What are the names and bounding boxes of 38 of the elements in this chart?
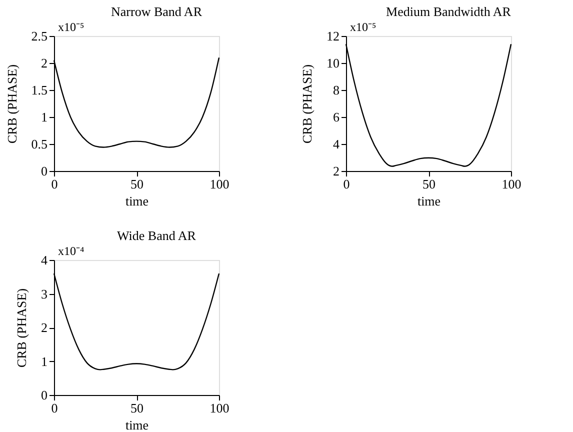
y-tick-label: 2.5 <box>31 28 48 44</box>
x-axis-title: time <box>125 418 149 432</box>
x-tick-label: 0 <box>343 176 350 192</box>
x-tick-label: 0 <box>51 400 58 416</box>
text: x10⁻⁴ <box>58 244 84 258</box>
x-axis-title: time <box>125 194 149 208</box>
x-tick-label: 0 <box>51 176 58 192</box>
y-tick-label: 1 <box>41 110 48 124</box>
y-tick-label: 0 <box>41 388 48 402</box>
text: x10⁻⁵ <box>350 20 376 34</box>
x-tick-label: 100 <box>210 176 230 192</box>
y-tick-label: 8 <box>333 82 340 98</box>
x-tick-label: 50 <box>422 176 436 192</box>
chart-title: Medium Bandwidth AR <box>386 4 512 19</box>
y-tick-label: 2 <box>333 164 340 178</box>
chart-title: Wide Band AR <box>117 228 196 243</box>
y-tick-label: 0.5 <box>31 136 48 152</box>
x-tick-label: 100 <box>502 176 522 192</box>
y-tick-label: 1 <box>41 354 48 369</box>
y-axis-title: CRB (PHASE) <box>4 64 20 144</box>
y-tick-label: 3 <box>41 286 48 302</box>
x-tick-label: 100 <box>210 400 230 416</box>
y-tick-label: 2 <box>41 56 48 70</box>
y-axis-title: CRB (PHASE) <box>14 288 29 368</box>
y-tick-label: 0 <box>41 164 48 178</box>
text: x10⁻⁵ <box>58 20 84 34</box>
y-tick-label: 4 <box>41 252 48 268</box>
y-tick-label: 10 <box>326 56 340 70</box>
y-tick-label: 2 <box>41 320 48 335</box>
y-axis-title: CRB (PHASE) <box>300 64 314 144</box>
y-tick-label: 6 <box>333 110 340 124</box>
x-tick-label: 50 <box>130 176 144 192</box>
y-tick-label: 12 <box>326 28 340 44</box>
y-tick-label: 4 <box>333 136 340 152</box>
chart-title: Narrow Band AR <box>111 4 202 19</box>
y-tick-label: 1.5 <box>31 82 48 98</box>
x-tick-label: 50 <box>130 400 144 416</box>
x-axis-title: time <box>417 194 441 208</box>
